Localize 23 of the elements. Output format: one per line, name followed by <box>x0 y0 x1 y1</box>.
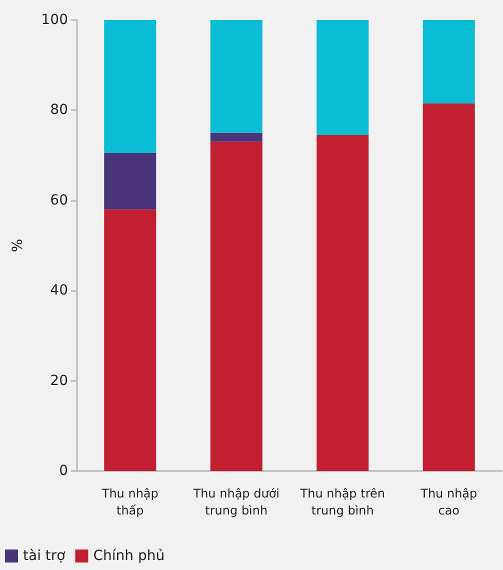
x-tick-label: Thu nhập cao <box>420 486 478 518</box>
y-tick-label: 60 <box>50 192 68 208</box>
y-tick-label: 80 <box>50 102 68 118</box>
y-axis-title: % <box>10 238 26 252</box>
bar <box>316 135 369 471</box>
bar <box>104 209 156 471</box>
bar <box>210 132 262 142</box>
bar <box>316 20 369 136</box>
y-tick-label: 100 <box>41 12 68 28</box>
bar <box>422 20 475 104</box>
legend-label: Chính phủ <box>93 548 165 564</box>
legend-label: tài trợ <box>23 548 66 564</box>
x-tick-label: Thu nhập thấp <box>100 486 158 518</box>
bar <box>422 103 475 471</box>
y-tick-label: 20 <box>50 372 68 389</box>
bar <box>104 20 156 154</box>
bar <box>104 153 156 210</box>
x-tick-label: Thu nhập trên trung bình <box>299 486 385 518</box>
y-tick-label: 0 <box>59 463 68 479</box>
bar <box>210 20 262 133</box>
y-tick-label: 40 <box>50 282 68 299</box>
x-tick-label: Thu nhập dưới trung bình <box>192 486 280 518</box>
bar <box>210 142 262 471</box>
